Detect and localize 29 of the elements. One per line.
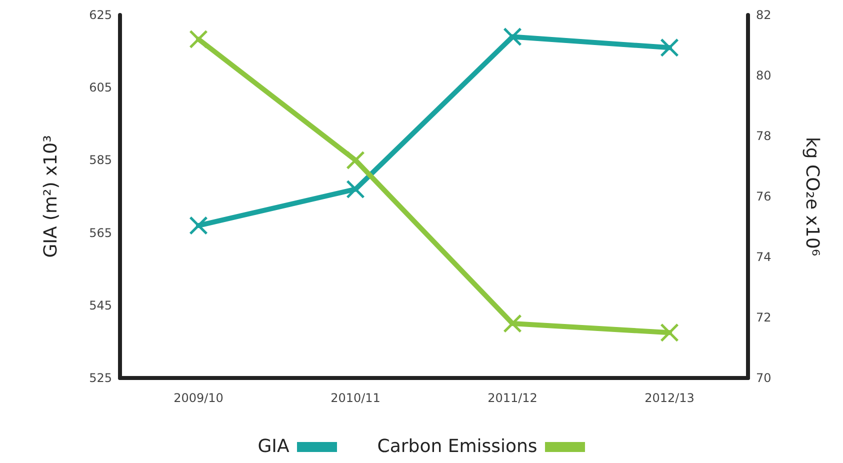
- point: [346, 180, 364, 198]
- y-axis-title: GIA (m²) x10³: [40, 135, 62, 258]
- y2-tick-label: 70: [756, 371, 772, 385]
- point: [504, 314, 522, 333]
- y2-tick-label: 82: [756, 8, 772, 22]
- y-tick-label: 565: [89, 226, 112, 240]
- legend-label: Carbon Emissions: [377, 436, 538, 457]
- y-tick-label: 605: [89, 80, 112, 95]
- point: [504, 28, 522, 46]
- y2-tick-label: 78: [756, 129, 772, 143]
- y2-tick-label: 74: [756, 250, 772, 264]
- x-tick-label: 2009/10: [174, 391, 224, 405]
- point: [660, 38, 678, 57]
- y-tick-label: 625: [89, 8, 112, 22]
- x-tick-label: 2010/11: [330, 391, 380, 405]
- point: [190, 216, 208, 235]
- point: [190, 30, 208, 48]
- y2-tick-label: 72: [756, 310, 772, 324]
- point: [660, 324, 678, 342]
- x-tick-label: 2011/12: [488, 391, 538, 405]
- legend-label: GIA: [258, 436, 290, 457]
- y2-axis-title: kg CO₂e x10⁶: [802, 136, 822, 256]
- y-tick-label: 545: [89, 298, 112, 312]
- y-tick-label: 585: [89, 153, 112, 168]
- point: [346, 151, 364, 170]
- y2-tick-label: 76: [756, 190, 772, 204]
- y-tick-label: 525: [89, 371, 112, 385]
- x-tick-label: 2012/13: [644, 391, 694, 405]
- y2-tick-label: 80: [756, 68, 772, 82]
